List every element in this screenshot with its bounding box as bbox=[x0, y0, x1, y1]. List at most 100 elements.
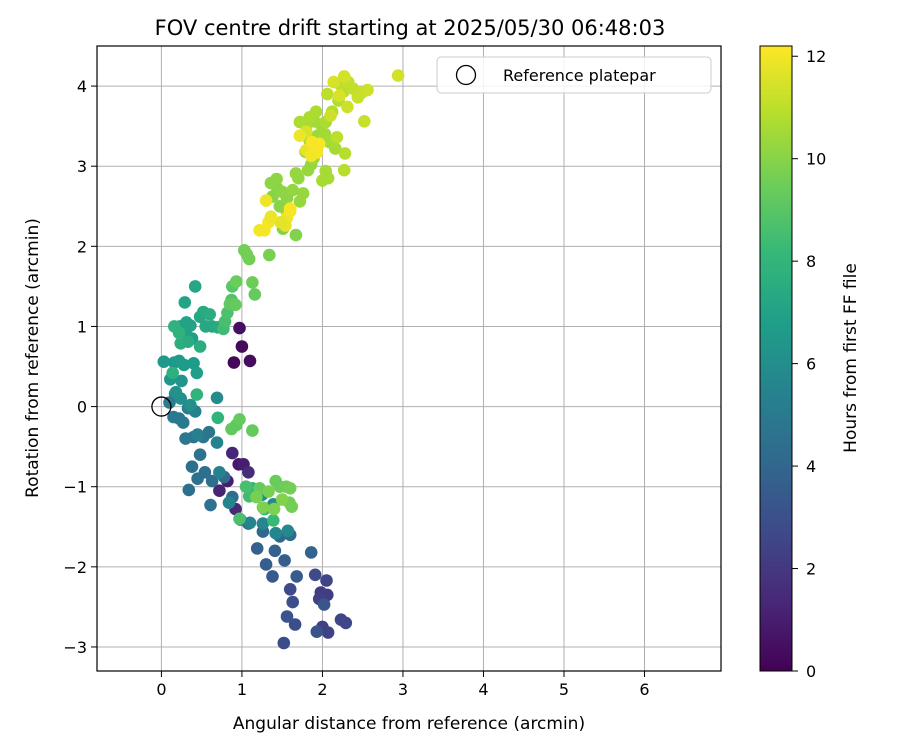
scatter-point bbox=[177, 358, 191, 372]
scatter-point bbox=[213, 484, 226, 498]
y-tick-label: 3 bbox=[77, 157, 87, 176]
scatter-point bbox=[242, 252, 256, 266]
y-tick-label: 0 bbox=[77, 398, 87, 417]
scatter-point bbox=[187, 357, 200, 370]
scatter-point bbox=[262, 485, 275, 498]
scatter-point bbox=[242, 466, 255, 479]
scatter-point bbox=[176, 416, 190, 429]
scatter-point bbox=[235, 340, 249, 353]
scatter-point bbox=[169, 385, 183, 399]
scatter-point bbox=[309, 105, 323, 118]
scatter-point bbox=[239, 480, 253, 494]
chart-title: FOV centre drift starting at 2025/05/30 … bbox=[155, 16, 666, 40]
scatter-point bbox=[270, 172, 283, 186]
legend-entry-reference-platepar: Reference platepar bbox=[503, 66, 656, 85]
y-axis-label: Rotation from reference (arcmin) bbox=[23, 218, 43, 498]
scatter-point bbox=[204, 498, 217, 512]
legend: Reference platepar bbox=[436, 56, 712, 94]
scatter-point bbox=[321, 171, 335, 185]
scatter-point bbox=[174, 337, 187, 350]
scatter-point bbox=[293, 115, 307, 129]
x-axis-ticks: 0 1 2 3 4 5 6 bbox=[156, 671, 650, 699]
scatter-point bbox=[222, 496, 236, 510]
scatter-point bbox=[168, 320, 181, 333]
scatter-point bbox=[233, 321, 246, 335]
scatter-point bbox=[267, 502, 281, 516]
scatter-point bbox=[210, 436, 224, 449]
scatter-point bbox=[293, 129, 307, 142]
scatter-point bbox=[256, 501, 270, 514]
colorbar-ticks: 0 2 4 6 8 10 12 bbox=[792, 47, 826, 681]
scatter-point bbox=[330, 131, 344, 144]
scatter-point bbox=[361, 83, 374, 97]
y-tick-label: 4 bbox=[77, 77, 87, 96]
scatter-point bbox=[327, 75, 341, 89]
scatter-point bbox=[288, 618, 302, 631]
x-tick-label: 3 bbox=[398, 680, 408, 699]
scatter-point bbox=[191, 428, 204, 441]
scatter-point bbox=[259, 558, 273, 571]
scatter-point bbox=[190, 366, 204, 380]
x-tick-label: 5 bbox=[559, 680, 569, 699]
x-axis-label: Angular distance from reference (arcmin) bbox=[233, 714, 585, 734]
scatter-point bbox=[184, 319, 197, 332]
scatter-point bbox=[341, 100, 354, 114]
x-tick-label: 6 bbox=[639, 680, 649, 699]
scatter-point bbox=[229, 298, 242, 312]
scatter-point bbox=[293, 195, 307, 208]
scatter-point bbox=[157, 355, 171, 369]
scatter-point bbox=[185, 460, 199, 474]
scatter-point bbox=[308, 568, 322, 582]
scatter-point bbox=[230, 275, 243, 288]
scatter-points bbox=[157, 69, 405, 650]
reference-platepar-point bbox=[151, 396, 172, 417]
scatter-point bbox=[203, 308, 216, 321]
x-tick-label: 0 bbox=[156, 680, 166, 699]
scatter-point bbox=[178, 296, 192, 309]
scatter-point bbox=[267, 514, 280, 527]
scatter-point bbox=[191, 472, 204, 486]
colorbar-label: Hours from first FF file bbox=[841, 263, 861, 453]
scatter-point bbox=[391, 69, 405, 82]
scatter-point bbox=[324, 109, 337, 122]
scatter-point bbox=[263, 248, 276, 262]
scatter-point bbox=[184, 398, 197, 412]
scatter-point bbox=[305, 135, 319, 149]
scatter-point bbox=[286, 595, 300, 609]
scatter-point bbox=[310, 625, 324, 638]
colorbar-gradient bbox=[759, 45, 793, 672]
legend-box bbox=[436, 56, 712, 94]
scatter-point bbox=[337, 70, 351, 83]
colorbar-tick-label: 10 bbox=[806, 150, 826, 169]
colorbar-tick-label: 2 bbox=[806, 560, 816, 579]
scatter-point bbox=[290, 570, 304, 583]
scatter-point bbox=[281, 524, 295, 538]
x-tick-label: 1 bbox=[237, 680, 247, 699]
scatter-point bbox=[289, 167, 303, 180]
scatter-point bbox=[304, 546, 318, 559]
colorbar-tick-label: 12 bbox=[806, 47, 826, 66]
scatter-point bbox=[289, 228, 303, 242]
colorbar-tick-label: 8 bbox=[806, 252, 816, 271]
scatter-point bbox=[246, 276, 259, 289]
colorbar-tick-label: 0 bbox=[806, 662, 816, 681]
y-tick-label: −1 bbox=[63, 478, 87, 497]
colorbar-tick-label: 4 bbox=[806, 457, 816, 476]
scatter-point bbox=[275, 493, 289, 506]
scatter-point bbox=[179, 432, 192, 445]
scatter-point bbox=[193, 448, 207, 462]
scatter-point bbox=[278, 554, 291, 567]
scatter-point bbox=[213, 466, 226, 479]
x-tick-label: 4 bbox=[478, 680, 488, 699]
scatter-point bbox=[243, 354, 257, 368]
scatter-point bbox=[233, 413, 246, 426]
x-tick-label: 2 bbox=[317, 680, 327, 699]
scatter-point bbox=[358, 115, 371, 128]
scatter-point bbox=[188, 280, 202, 293]
scatter-point bbox=[210, 391, 224, 405]
scatter-point bbox=[321, 626, 335, 639]
scatter-point bbox=[190, 388, 204, 401]
scatter-point bbox=[166, 366, 179, 380]
y-tick-label: 1 bbox=[77, 317, 87, 336]
